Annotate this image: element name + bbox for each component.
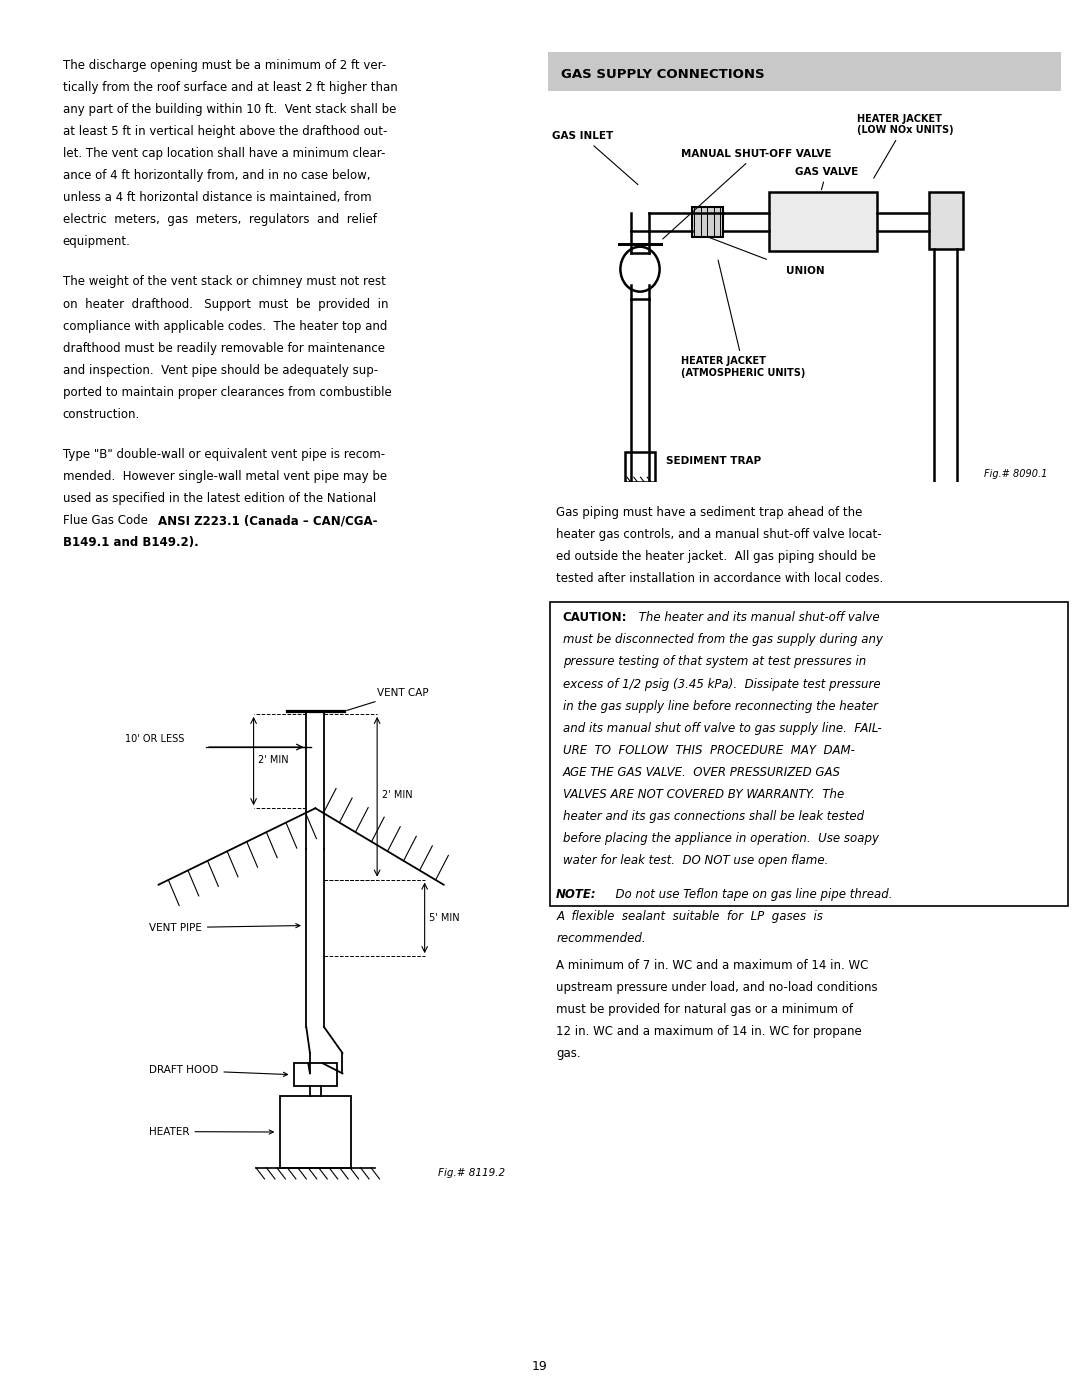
Bar — [294, 1063, 337, 1085]
Text: Flue Gas Code: Flue Gas Code — [63, 514, 151, 528]
Text: URE  TO  FOLLOW  THIS  PROCEDURE  MAY  DAM-: URE TO FOLLOW THIS PROCEDURE MAY DAM- — [563, 743, 854, 757]
Bar — [548, 52, 1061, 91]
Text: Do not use Teflon tape on gas line pipe thread.: Do not use Teflon tape on gas line pipe … — [608, 888, 892, 901]
Text: VALVES ARE NOT COVERED BY WARRANTY.  The: VALVES ARE NOT COVERED BY WARRANTY. The — [563, 788, 843, 800]
Text: drafthood must be readily removable for maintenance: drafthood must be readily removable for … — [63, 342, 384, 355]
Text: SEDIMENT TRAP: SEDIMENT TRAP — [665, 457, 761, 467]
Text: in the gas supply line before reconnecting the heater: in the gas supply line before reconnecti… — [563, 700, 878, 712]
Text: unless a 4 ft horizontal distance is maintained, from: unless a 4 ft horizontal distance is mai… — [63, 191, 372, 204]
Bar — [691, 207, 723, 236]
Text: electric  meters,  gas  meters,  regulators  and  relief: electric meters, gas meters, regulators … — [63, 214, 377, 226]
Text: tically from the roof surface and at least 2 ft higher than: tically from the roof surface and at lea… — [63, 81, 397, 94]
Text: ed outside the heater jacket.  All gas piping should be: ed outside the heater jacket. All gas pi… — [556, 550, 876, 563]
Text: The weight of the vent stack or chimney must not rest: The weight of the vent stack or chimney … — [63, 275, 386, 289]
Text: HEATER JACKET
(LOW NOx UNITS): HEATER JACKET (LOW NOx UNITS) — [856, 113, 954, 179]
Text: mended.  However single-wall metal vent pipe may be: mended. However single-wall metal vent p… — [63, 471, 387, 483]
Text: ance of 4 ft horizontally from, and in no case below,: ance of 4 ft horizontally from, and in n… — [63, 169, 370, 182]
Bar — [280, 1097, 351, 1168]
Text: compliance with applicable codes.  The heater top and: compliance with applicable codes. The he… — [63, 320, 387, 332]
Text: VENT CAP: VENT CAP — [347, 689, 429, 711]
Text: CAUTION:: CAUTION: — [563, 612, 627, 624]
Text: ported to maintain proper clearances from combustible: ported to maintain proper clearances fro… — [63, 386, 391, 400]
Text: A  flexible  sealant  suitable  for  LP  gases  is: A flexible sealant suitable for LP gases… — [556, 909, 823, 923]
Text: 10' OR LESS: 10' OR LESS — [125, 735, 185, 745]
Text: must be provided for natural gas or a minimum of: must be provided for natural gas or a mi… — [556, 1003, 853, 1016]
Text: GAS INLET: GAS INLET — [552, 131, 638, 184]
Text: at least 5 ft in vertical height above the drafthood out-: at least 5 ft in vertical height above t… — [63, 124, 387, 138]
Text: construction.: construction. — [63, 408, 140, 420]
Text: and inspection.  Vent pipe should be adequately sup-: and inspection. Vent pipe should be adeq… — [63, 363, 378, 377]
Text: Gas piping must have a sediment trap ahead of the: Gas piping must have a sediment trap ahe… — [556, 506, 863, 518]
Text: A minimum of 7 in. WC and a maximum of 14 in. WC: A minimum of 7 in. WC and a maximum of 1… — [556, 958, 868, 971]
Text: tested after installation in accordance with local codes.: tested after installation in accordance … — [556, 571, 883, 585]
Text: 12 in. WC and a maximum of 14 in. WC for propane: 12 in. WC and a maximum of 14 in. WC for… — [556, 1025, 862, 1038]
Text: 2' MIN: 2' MIN — [258, 754, 289, 764]
Text: GAS VALVE: GAS VALVE — [795, 166, 859, 190]
Text: and its manual shut off valve to gas supply line.  FAIL-: and its manual shut off valve to gas sup… — [563, 722, 881, 735]
Text: excess of 1/2 psig (3.45 kPa).  Dissipate test pressure: excess of 1/2 psig (3.45 kPa). Dissipate… — [563, 678, 880, 690]
Text: HEATER JACKET
(ATMOSPHERIC UNITS): HEATER JACKET (ATMOSPHERIC UNITS) — [681, 260, 806, 377]
Text: UNION: UNION — [786, 267, 824, 277]
Text: on  heater  drafthood.   Support  must  be  provided  in: on heater drafthood. Support must be pro… — [63, 298, 388, 310]
Text: 19: 19 — [532, 1359, 548, 1373]
Text: let. The vent cap location shall have a minimum clear-: let. The vent cap location shall have a … — [63, 147, 384, 161]
Text: equipment.: equipment. — [63, 235, 131, 249]
Text: must be disconnected from the gas supply during any: must be disconnected from the gas supply… — [563, 633, 882, 647]
Bar — [929, 193, 962, 249]
Text: HEATER: HEATER — [149, 1126, 273, 1137]
Text: water for leak test.  DO NOT use open flame.: water for leak test. DO NOT use open fla… — [563, 854, 828, 868]
Text: GAS SUPPLY CONNECTIONS: GAS SUPPLY CONNECTIONS — [561, 68, 765, 81]
Text: Fig.# 8119.2: Fig.# 8119.2 — [438, 1168, 505, 1178]
Text: B149.1 and B149.2).: B149.1 and B149.2). — [63, 536, 199, 549]
Text: The heater and its manual shut-off valve: The heater and its manual shut-off valve — [635, 612, 880, 624]
Text: heater gas controls, and a manual shut-off valve locat-: heater gas controls, and a manual shut-o… — [556, 528, 882, 541]
Text: 5' MIN: 5' MIN — [430, 912, 460, 923]
Text: heater and its gas connections shall be leak tested: heater and its gas connections shall be … — [563, 810, 864, 823]
Text: AGE THE GAS VALVE.  OVER PRESSURIZED GAS: AGE THE GAS VALVE. OVER PRESSURIZED GAS — [563, 766, 840, 780]
Text: VENT PIPE: VENT PIPE — [149, 922, 300, 933]
Text: pressure testing of that system at test pressures in: pressure testing of that system at test … — [563, 655, 866, 669]
Text: Fig.# 8090.1: Fig.# 8090.1 — [985, 469, 1048, 479]
Bar — [624, 453, 656, 482]
Text: DRAFT HOOD: DRAFT HOOD — [149, 1066, 287, 1077]
Text: used as specified in the latest edition of the National: used as specified in the latest edition … — [63, 492, 376, 506]
Text: NOTE:: NOTE: — [556, 888, 597, 901]
Text: The discharge opening must be a minimum of 2 ft ver-: The discharge opening must be a minimum … — [63, 59, 386, 71]
Text: ANSI Z223.1 (Canada – CAN/CGA-: ANSI Z223.1 (Canada – CAN/CGA- — [158, 514, 377, 528]
Bar — [769, 193, 877, 251]
Bar — [550, 602, 1068, 907]
Text: gas.: gas. — [556, 1046, 581, 1060]
Text: recommended.: recommended. — [556, 932, 646, 946]
Text: MANUAL SHUT-OFF VALVE: MANUAL SHUT-OFF VALVE — [663, 149, 832, 239]
Text: any part of the building within 10 ft.  Vent stack shall be: any part of the building within 10 ft. V… — [63, 103, 396, 116]
Text: before placing the appliance in operation.  Use soapy: before placing the appliance in operatio… — [563, 833, 879, 845]
Text: 2' MIN: 2' MIN — [382, 791, 413, 800]
Text: upstream pressure under load, and no-load conditions: upstream pressure under load, and no-loa… — [556, 981, 878, 993]
Text: Type "B" double-wall or equivalent vent pipe is recom-: Type "B" double-wall or equivalent vent … — [63, 448, 384, 461]
